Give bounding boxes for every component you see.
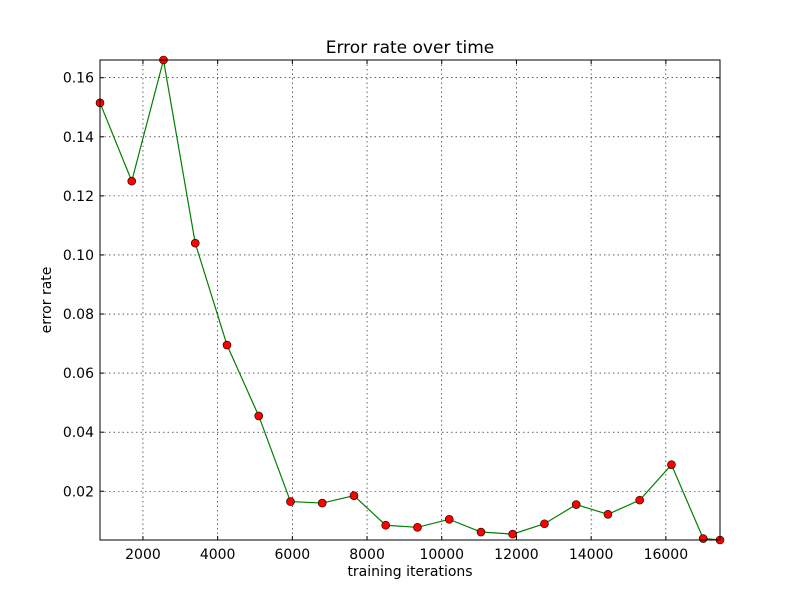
data-point (286, 497, 295, 506)
data-point (571, 500, 581, 509)
plot-frame (99, 59, 721, 541)
y-tick-label: 0.08 (63, 307, 94, 323)
data-point (476, 527, 486, 537)
y-tick-label: 0.02 (63, 484, 94, 500)
y-tick-label: 0.14 (63, 130, 94, 146)
data-point (508, 529, 518, 539)
data-point (127, 176, 137, 186)
y-tick-label: 0.16 (63, 71, 94, 87)
data-point (667, 460, 676, 469)
y-tick-label: 0.04 (63, 425, 94, 441)
y-tick-label: 0.12 (63, 189, 94, 205)
y-axis-label: error rate (39, 267, 55, 334)
grid (100, 60, 720, 540)
ticks: 2000 4000 6000 8000 10000 12000 14000 16000 0.02… (63, 60, 720, 563)
x-tick-label: 12000 (494, 547, 539, 563)
x-tick-label: 16000 (644, 547, 689, 563)
data-point (540, 519, 549, 529)
data-layer (95, 55, 725, 545)
data-point (381, 520, 391, 530)
data-point (603, 510, 613, 519)
x-tick-label: 2000 (125, 547, 161, 563)
data-point (254, 411, 264, 421)
data-point (349, 491, 359, 500)
y-tick-label: 0.06 (63, 366, 94, 382)
series-line (99, 59, 721, 541)
x-axis-label: training iterations (347, 564, 472, 580)
chart-title: Error rate over time (326, 38, 495, 58)
data-point (444, 515, 454, 524)
x-tick-label: 6000 (275, 547, 311, 563)
data-point (317, 498, 327, 508)
x-tick-label: 10000 (419, 547, 464, 563)
x-tick-label: 4000 (200, 547, 236, 563)
x-tick-label: 8000 (349, 547, 385, 563)
data-point (413, 522, 422, 532)
data-point (635, 495, 644, 505)
data-point (190, 238, 200, 248)
data-point (698, 534, 708, 543)
x-tick-label: 14000 (569, 547, 614, 563)
y-tick-label: 0.10 (63, 248, 94, 264)
data-point (222, 340, 232, 350)
